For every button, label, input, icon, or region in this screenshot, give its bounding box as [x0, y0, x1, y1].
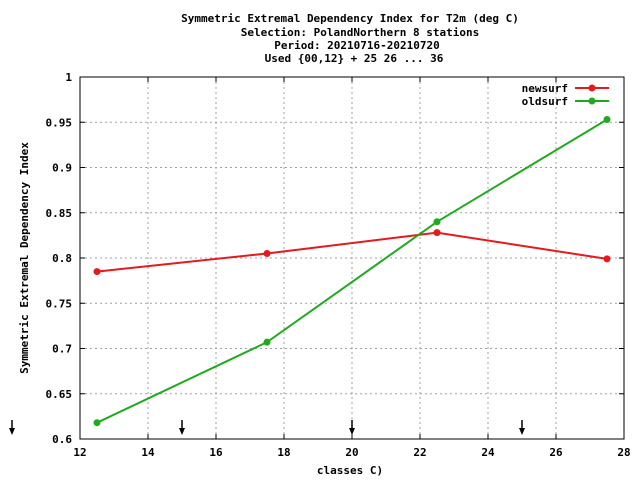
- data-point-oldsurf: [93, 419, 101, 427]
- data-point-newsurf: [93, 268, 101, 276]
- x-tick-label: 16: [209, 446, 223, 459]
- x-tick-label: 20: [345, 446, 358, 459]
- title-line-3: Period: 20210716-20210720: [274, 39, 440, 52]
- legend-marker-oldsurf: [588, 97, 596, 105]
- chart-title: Symmetric Extremal Dependency Index for …: [181, 12, 519, 65]
- x-tick-label: 26: [549, 446, 563, 459]
- y-axis-label: Symmetric Extremal Dependency Index: [18, 142, 31, 374]
- arrow-marker: [9, 420, 15, 435]
- arrow-marker: [519, 420, 525, 435]
- data-point-newsurf: [263, 249, 271, 257]
- x-tick-label: 22: [413, 446, 426, 459]
- title-line-1: Symmetric Extremal Dependency Index for …: [181, 12, 519, 25]
- series-layer: [93, 116, 611, 427]
- y-tick-label: 1: [65, 71, 72, 84]
- y-tick-label: 0.8: [52, 252, 72, 265]
- arrow-marker: [179, 420, 185, 435]
- legend-label-newsurf: newsurf: [522, 82, 568, 95]
- series-line-oldsurf: [96, 118, 608, 424]
- x-tick-label: 28: [617, 446, 630, 459]
- y-tick-label: 0.9: [52, 162, 72, 175]
- data-point-newsurf: [433, 229, 441, 237]
- grid: [80, 77, 624, 439]
- plot-frame: [79, 76, 625, 440]
- series-newsurf: [93, 229, 611, 276]
- y-tick-label: 0.85: [46, 207, 73, 220]
- y-axis: 0.6 0.65 0.7 0.75 0.8 0.85 0.9 0.95 1: [46, 71, 624, 446]
- title-line-4: Used {00,12} + 25 26 ... 36: [265, 52, 444, 65]
- x-tick-label: 12: [73, 446, 86, 459]
- y-tick-label: 0.75: [46, 297, 73, 310]
- legend-marker-newsurf: [588, 84, 596, 92]
- arrow-markers: [9, 420, 525, 435]
- legend-label-oldsurf: oldsurf: [522, 95, 568, 108]
- y-tick-label: 0.65: [46, 388, 73, 401]
- y-tick-label: 0.6: [52, 433, 72, 446]
- series-oldsurf: [93, 116, 611, 427]
- x-tick-label: 14: [141, 446, 155, 459]
- y-tick-label: 0.7: [52, 343, 72, 356]
- title-line-2: Selection: PolandNorthern 8 stations: [241, 26, 479, 39]
- data-point-oldsurf: [603, 116, 611, 124]
- arrow-marker: [349, 420, 355, 435]
- legend: newsurf oldsurf: [522, 82, 609, 108]
- x-tick-label: 18: [277, 446, 290, 459]
- series-line-newsurf: [96, 231, 608, 273]
- data-point-newsurf: [603, 255, 611, 263]
- x-tick-label: 24: [481, 446, 495, 459]
- data-point-oldsurf: [433, 218, 441, 226]
- x-axis-label: classes C): [317, 464, 383, 477]
- y-tick-label: 0.95: [46, 116, 73, 129]
- data-point-oldsurf: [263, 338, 271, 346]
